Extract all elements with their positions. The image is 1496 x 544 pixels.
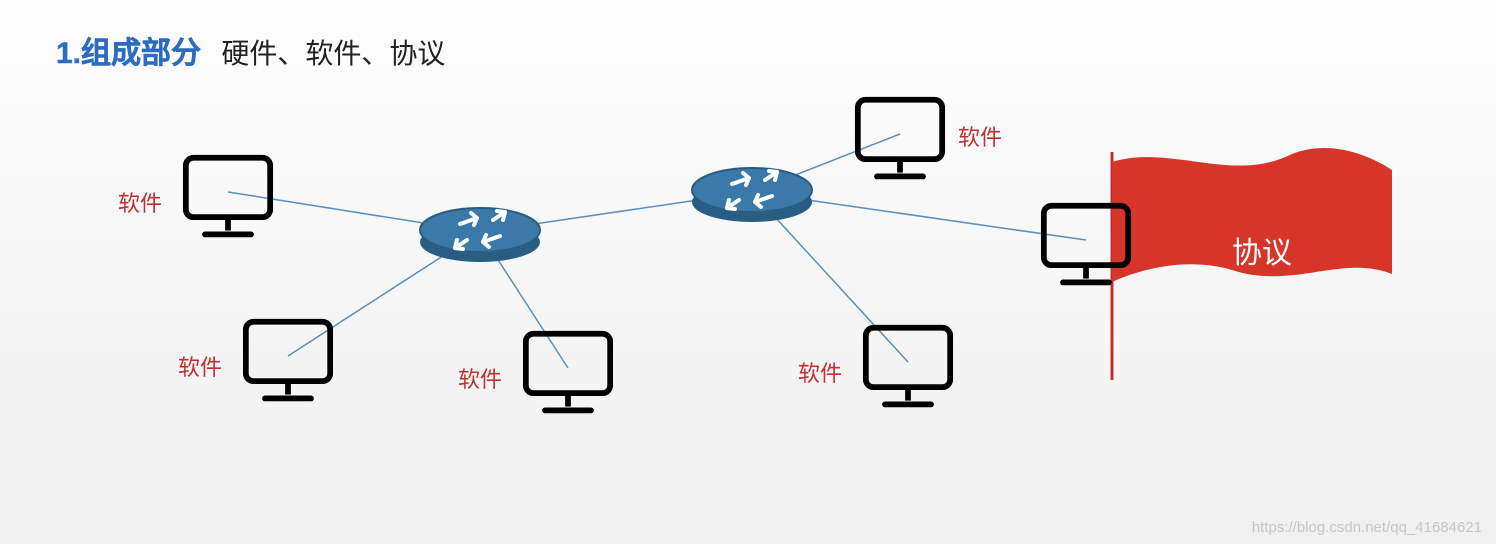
software-label: 软件: [458, 362, 502, 394]
software-label: 软件: [798, 356, 842, 388]
software-label: 软件: [958, 120, 1002, 152]
computer-icon: [1038, 200, 1134, 292]
router-icon: [687, 156, 817, 233]
protocol-label: 协议: [1232, 228, 1292, 272]
computer-icon: [180, 152, 276, 244]
router-icon: [415, 196, 545, 273]
software-label: 软件: [178, 350, 222, 382]
watermark: https://blog.csdn.net/qq_41684621: [1252, 519, 1482, 536]
software-label: 软件: [118, 186, 162, 218]
computer-icon: [520, 328, 616, 420]
diagram-canvas: [0, 0, 1496, 544]
computer-icon: [240, 316, 336, 408]
computer-icon: [852, 94, 948, 186]
computer-icon: [860, 322, 956, 414]
